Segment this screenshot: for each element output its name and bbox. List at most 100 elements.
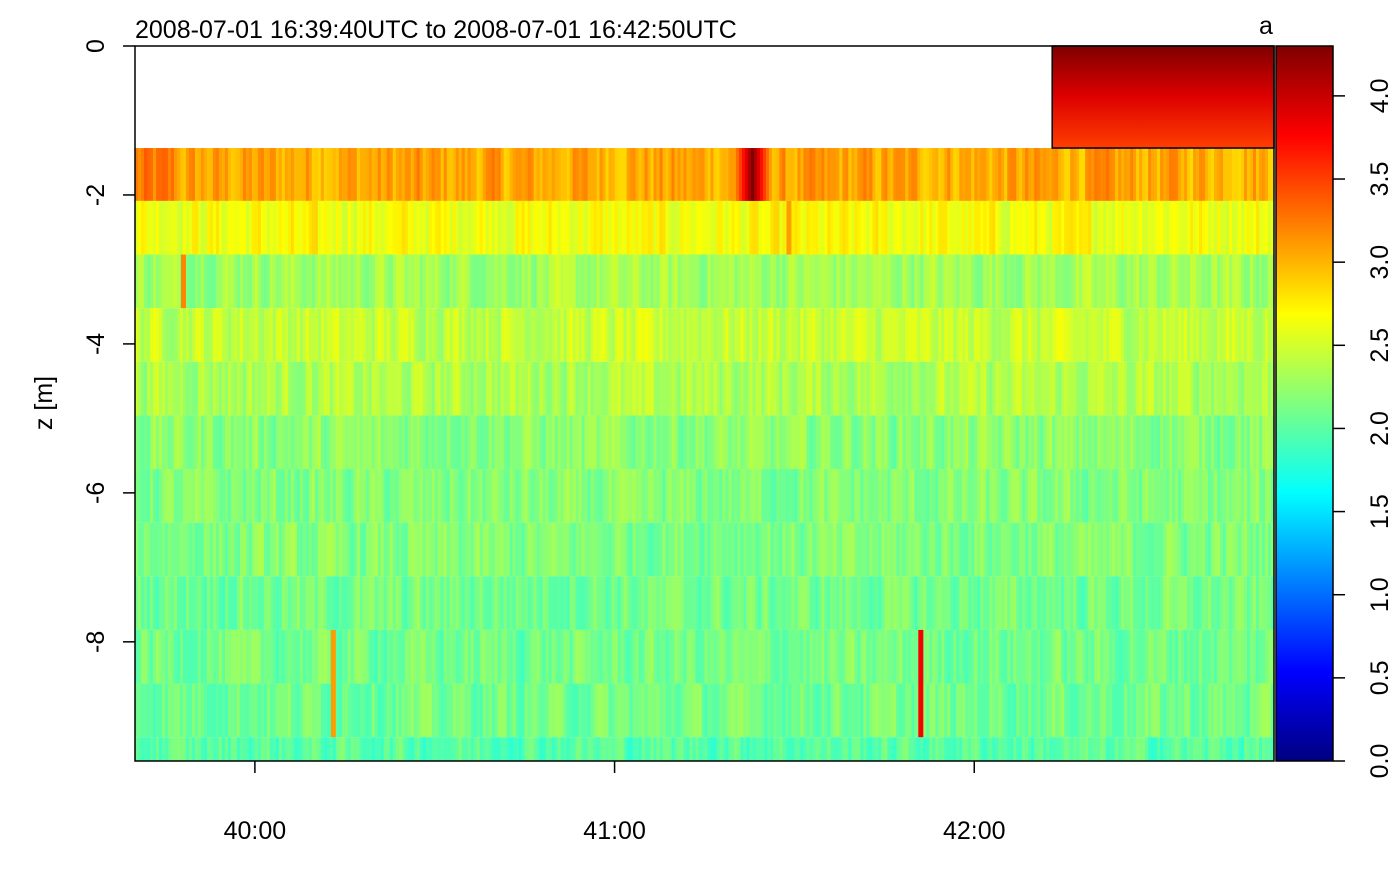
heatmap-cell bbox=[524, 148, 529, 201]
heatmap-cell bbox=[515, 200, 520, 255]
heatmap-cell bbox=[236, 254, 241, 309]
heatmap-cell bbox=[143, 737, 148, 761]
heatmap-cell bbox=[1073, 683, 1077, 738]
heatmap-cell bbox=[138, 629, 142, 684]
heatmap-cell bbox=[1106, 200, 1110, 255]
heatmap-cell bbox=[881, 576, 885, 630]
heatmap-cell bbox=[545, 522, 550, 577]
heatmap-cell bbox=[1118, 361, 1122, 416]
heatmap-cell bbox=[269, 629, 274, 684]
heatmap-cell bbox=[551, 576, 556, 630]
heatmap-cell bbox=[926, 200, 930, 255]
heatmap-cell bbox=[293, 469, 298, 523]
heatmap-cell bbox=[770, 200, 775, 255]
heatmap-cell bbox=[398, 737, 403, 761]
heatmap-cell bbox=[824, 148, 828, 201]
heatmap-cell bbox=[743, 469, 748, 523]
heatmap-cell bbox=[1145, 254, 1149, 309]
heatmap-cell bbox=[287, 522, 292, 577]
heatmap-cell bbox=[536, 415, 541, 470]
heatmap-cell bbox=[938, 254, 942, 309]
heatmap-cell bbox=[233, 254, 238, 309]
heatmap-cell bbox=[641, 200, 646, 255]
heatmap-cell bbox=[254, 148, 259, 201]
heatmap-cell bbox=[356, 254, 361, 309]
heatmap-cell bbox=[1025, 308, 1029, 362]
heatmap-cell bbox=[176, 576, 181, 630]
heatmap-cell bbox=[563, 200, 568, 255]
heatmap-cell bbox=[662, 415, 667, 470]
heatmap-cell bbox=[290, 148, 295, 201]
heatmap-cell bbox=[263, 415, 268, 470]
heatmap-cell bbox=[362, 522, 367, 577]
heatmap-cell bbox=[548, 522, 553, 577]
heatmap-cell bbox=[650, 415, 655, 470]
heatmap-cell bbox=[1088, 200, 1092, 255]
heatmap-cell bbox=[440, 522, 445, 577]
heatmap-cell bbox=[941, 200, 945, 255]
heatmap-cell bbox=[350, 522, 355, 577]
heatmap-cell bbox=[653, 576, 658, 630]
heatmap-cell bbox=[809, 200, 814, 255]
heatmap-cell bbox=[728, 361, 733, 416]
heatmap-cell bbox=[872, 200, 876, 255]
heatmap-cell bbox=[1142, 576, 1146, 630]
heatmap-cell bbox=[1220, 469, 1224, 523]
heatmap-cell bbox=[335, 415, 340, 470]
heatmap-cell bbox=[1148, 737, 1152, 761]
heatmap-cell bbox=[710, 576, 715, 630]
heatmap-cell bbox=[362, 200, 367, 255]
heatmap-cell bbox=[135, 254, 139, 309]
heatmap-cell bbox=[806, 737, 811, 761]
heatmap-cell bbox=[170, 200, 175, 255]
heatmap-cell bbox=[407, 522, 412, 577]
heatmap-cell bbox=[812, 683, 817, 738]
heatmap-cell bbox=[854, 683, 858, 738]
heatmap-cell bbox=[215, 308, 220, 362]
heatmap-cell bbox=[135, 469, 139, 523]
heatmap-cell bbox=[1229, 200, 1233, 255]
heatmap-cell bbox=[449, 415, 454, 470]
heatmap-cell bbox=[614, 576, 619, 630]
heatmap-cell bbox=[560, 629, 565, 684]
heatmap-cell bbox=[464, 737, 469, 761]
heatmap-cell bbox=[311, 522, 316, 577]
heatmap-cell bbox=[389, 148, 394, 201]
heatmap-cell bbox=[143, 148, 148, 201]
heatmap-cell bbox=[551, 415, 556, 470]
heatmap-cell bbox=[695, 737, 700, 761]
heatmap-cell bbox=[1136, 148, 1140, 201]
heatmap-cell bbox=[710, 200, 715, 255]
heatmap-cell bbox=[242, 415, 247, 470]
heatmap-cell bbox=[239, 148, 244, 201]
heatmap-cell bbox=[908, 200, 912, 255]
heatmap-cell bbox=[791, 361, 796, 416]
heatmap-cell bbox=[458, 308, 463, 362]
heatmap-cell bbox=[653, 683, 658, 738]
heatmap-cell bbox=[188, 254, 193, 309]
heatmap-cell bbox=[365, 469, 370, 523]
heatmap-cell bbox=[911, 254, 915, 309]
heatmap-cell bbox=[809, 737, 814, 761]
heatmap-cell bbox=[440, 683, 445, 738]
heatmap-cell bbox=[212, 148, 217, 201]
heatmap-cell bbox=[347, 522, 352, 577]
heatmap-cell bbox=[470, 576, 475, 630]
heatmap-cell bbox=[542, 361, 547, 416]
heatmap-cell bbox=[782, 629, 787, 684]
heatmap-cell bbox=[1229, 148, 1233, 201]
heatmap-cell bbox=[1148, 254, 1152, 309]
heatmap-cell bbox=[947, 737, 951, 761]
heatmap-cell bbox=[1007, 522, 1011, 577]
heatmap-cell bbox=[758, 737, 763, 761]
heatmap-cell bbox=[1238, 308, 1242, 362]
heatmap-cell bbox=[893, 308, 897, 362]
heatmap-cell bbox=[1154, 469, 1158, 523]
heatmap-cell bbox=[1265, 629, 1269, 684]
heatmap-cell bbox=[917, 737, 921, 761]
heatmap-cell bbox=[1091, 148, 1095, 201]
heatmap-cell bbox=[554, 683, 559, 738]
heatmap-cell bbox=[440, 254, 445, 309]
heatmap-cell bbox=[260, 361, 265, 416]
heatmap-cell bbox=[281, 522, 286, 577]
